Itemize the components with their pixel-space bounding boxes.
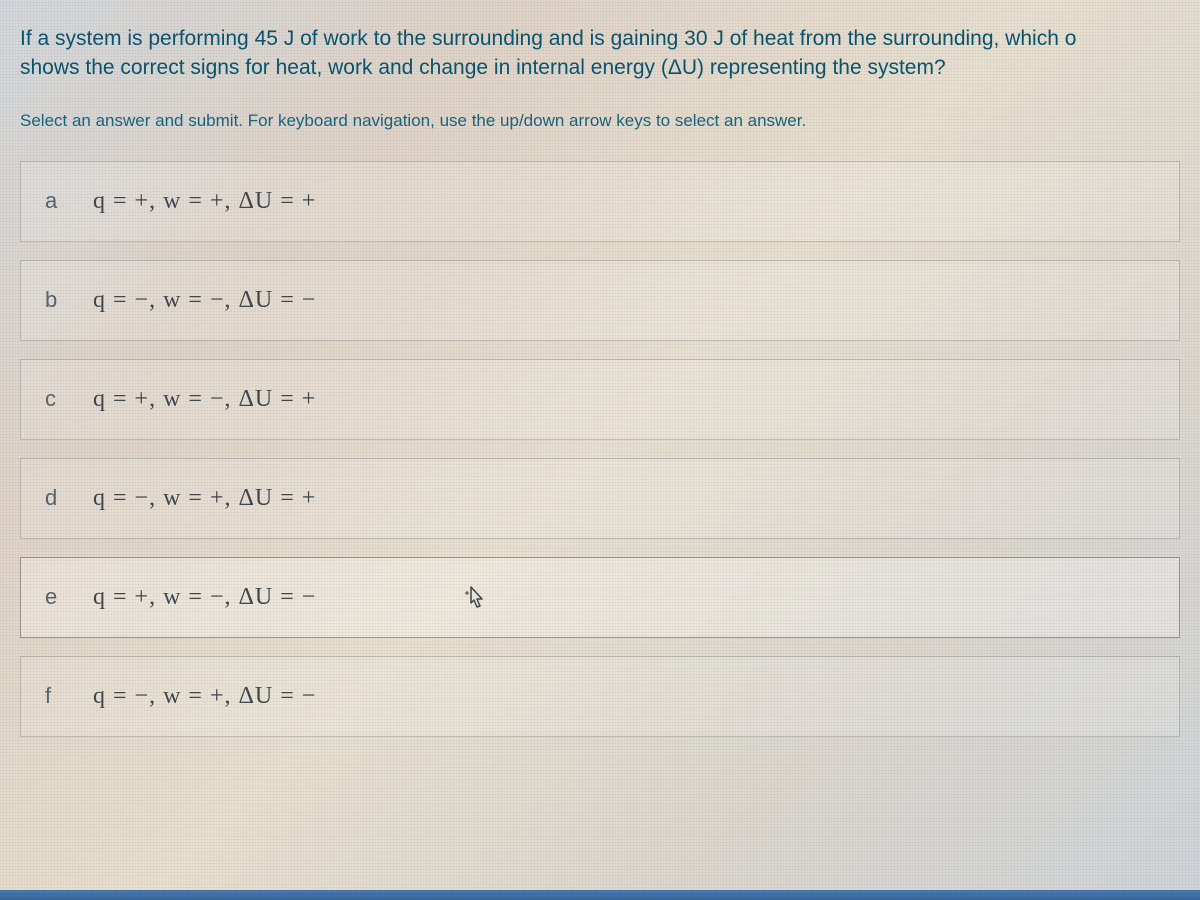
option-c[interactable]: c q = +, w = −, ΔU = + xyxy=(20,359,1180,440)
option-f[interactable]: f q = −, w = +, ΔU = − xyxy=(20,656,1180,737)
question-text: If a system is performing 45 J of work t… xyxy=(20,24,1180,83)
option-label-e: e xyxy=(45,584,65,610)
option-formula-a: q = +, w = +, ΔU = + xyxy=(93,188,316,215)
option-label-b: b xyxy=(45,287,65,313)
bottom-bar xyxy=(0,890,1200,900)
pointer-cursor-icon xyxy=(461,581,493,613)
option-a[interactable]: a q = +, w = +, ΔU = + xyxy=(20,161,1180,242)
option-e[interactable]: e q = +, w = −, ΔU = − xyxy=(20,557,1180,638)
option-formula-e: q = +, w = −, ΔU = − xyxy=(93,584,316,611)
options-container: a q = +, w = +, ΔU = + b q = −, w = −, Δ… xyxy=(20,161,1180,737)
option-formula-b: q = −, w = −, ΔU = − xyxy=(93,287,316,314)
option-b[interactable]: b q = −, w = −, ΔU = − xyxy=(20,260,1180,341)
option-label-c: c xyxy=(45,386,65,412)
option-label-d: d xyxy=(45,485,65,511)
option-formula-d: q = −, w = +, ΔU = + xyxy=(93,485,316,512)
question-line-1: If a system is performing 45 J of work t… xyxy=(20,27,1076,50)
option-d[interactable]: d q = −, w = +, ΔU = + xyxy=(20,458,1180,539)
question-line-2: shows the correct signs for heat, work a… xyxy=(20,56,946,79)
option-formula-c: q = +, w = −, ΔU = + xyxy=(93,386,316,413)
option-label-a: a xyxy=(45,188,65,214)
option-label-f: f xyxy=(45,683,65,709)
option-formula-f: q = −, w = +, ΔU = − xyxy=(93,683,316,710)
instruction-text: Select an answer and submit. For keyboar… xyxy=(20,111,1180,131)
